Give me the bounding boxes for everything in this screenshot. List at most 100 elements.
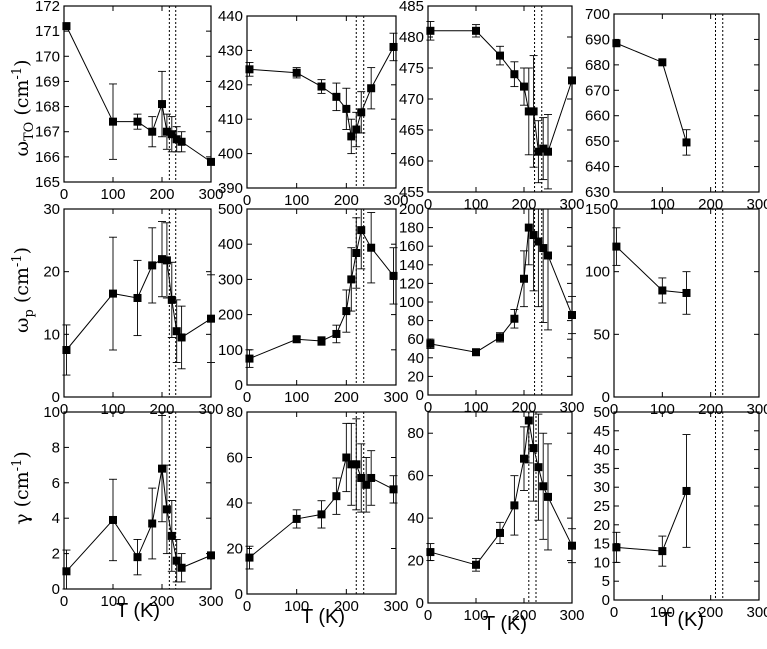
y-tick-label: 35 xyxy=(593,460,610,477)
data-point xyxy=(357,473,366,482)
x-tick-label: 300 xyxy=(746,401,767,418)
y-tick-label: 680 xyxy=(585,57,610,74)
y-tick-label: 45 xyxy=(593,423,610,440)
data-point xyxy=(367,243,376,252)
y-tick-label: 20 xyxy=(593,517,610,534)
data-point xyxy=(357,108,366,117)
data-point xyxy=(426,26,435,35)
data-point xyxy=(362,480,371,489)
y-tick-label: 420 xyxy=(218,77,243,94)
data-point xyxy=(245,553,254,562)
x-tick-label: 200 xyxy=(334,192,359,209)
x-tick-label: 0 xyxy=(610,604,618,621)
x-tick-label: 0 xyxy=(60,401,68,418)
data-point xyxy=(245,65,254,74)
data-point xyxy=(529,231,538,240)
y-tick-label: 0 xyxy=(235,586,243,603)
data-point xyxy=(133,117,142,126)
data-point xyxy=(352,249,361,257)
y-tick-label: 167 xyxy=(35,124,60,141)
y-tick-label: 100 xyxy=(399,294,424,311)
y-tick-label: 20 xyxy=(407,553,424,570)
y-tick-label: 640 xyxy=(585,159,610,176)
data-point xyxy=(167,295,176,304)
data-point xyxy=(367,473,376,482)
y-tick-label: 630 xyxy=(585,184,610,201)
y-tick-label: 430 xyxy=(218,42,243,59)
data-point xyxy=(158,100,166,109)
data-point xyxy=(524,416,533,425)
data-point xyxy=(539,482,548,491)
series-line xyxy=(66,258,212,351)
y-tick-label: 0 xyxy=(602,389,610,406)
x-tick-label: 0 xyxy=(243,192,251,209)
y-tick-label: 455 xyxy=(399,184,424,201)
data-point xyxy=(544,492,552,501)
data-point xyxy=(612,543,621,552)
data-point xyxy=(524,223,533,232)
x-tick-label: 0 xyxy=(424,607,432,624)
data-point xyxy=(207,157,215,166)
y-tick-label: 20 xyxy=(226,541,243,558)
data-point xyxy=(177,333,186,342)
data-point xyxy=(612,242,621,251)
data-point xyxy=(109,515,117,524)
x-tick-label: 100 xyxy=(100,186,125,203)
y-tick-label: 4 xyxy=(52,510,60,527)
data-point xyxy=(389,271,398,280)
x-tick-label: 200 xyxy=(334,598,359,615)
data-point xyxy=(682,486,691,495)
data-point xyxy=(172,327,181,336)
y-tick-label: 475 xyxy=(399,60,424,77)
data-point xyxy=(426,339,435,348)
data-point xyxy=(342,307,351,316)
data-point xyxy=(544,147,552,156)
panel-r0-c0: 165 166 167 168 169 170 171 172 0 100 200 300 xyxy=(35,0,224,203)
data-point xyxy=(177,563,186,572)
data-point xyxy=(62,346,71,354)
data-point xyxy=(158,464,166,473)
data-point xyxy=(292,335,301,344)
x-tick-label: 300 xyxy=(198,186,223,203)
x-tick-label: 100 xyxy=(650,604,675,621)
data-point xyxy=(172,556,181,565)
x-tick-label: 100 xyxy=(284,598,309,615)
data-point xyxy=(534,463,543,472)
x-tick-label: 0 xyxy=(243,598,251,615)
y-tick-label: 0 xyxy=(52,389,60,406)
data-point xyxy=(332,92,341,101)
x-tick-label: 300 xyxy=(746,196,767,213)
data-point xyxy=(682,138,691,147)
y-tick-label: 15 xyxy=(593,536,610,553)
y-tick-label: 25 xyxy=(593,498,610,515)
y-tick-label: 60 xyxy=(226,450,243,467)
x-tick-label: 300 xyxy=(383,598,408,615)
data-point xyxy=(568,311,576,320)
axis-labels: ωTO (cm-1) ωp (cm-1) γ (cm-1) T (K) T (K… xyxy=(10,59,704,635)
plot-frame xyxy=(613,208,760,398)
y-tick-label: 10 xyxy=(43,326,60,343)
series-line xyxy=(249,46,394,138)
x-tick-label: 100 xyxy=(463,607,488,624)
y-tick-label: 100 xyxy=(218,342,243,359)
data-point xyxy=(347,275,356,284)
data-point xyxy=(510,314,519,323)
xlabel-col-0: T (K) xyxy=(116,600,160,622)
y-tick-label: 180 xyxy=(399,220,424,237)
y-tick-label: 200 xyxy=(399,201,424,218)
y-tick-label: 8 xyxy=(52,439,60,456)
data-point xyxy=(534,237,543,246)
y-tick-label: 470 xyxy=(399,91,424,108)
data-point xyxy=(544,251,552,260)
y-tick-label: 0 xyxy=(235,377,243,394)
data-point xyxy=(162,256,171,265)
data-point xyxy=(658,286,667,295)
series-line xyxy=(66,25,212,163)
data-point xyxy=(510,70,519,79)
y-tick-label: 390 xyxy=(218,180,243,197)
x-tick-label: 200 xyxy=(149,186,174,203)
data-point xyxy=(367,84,376,93)
plot-frame xyxy=(613,13,760,193)
